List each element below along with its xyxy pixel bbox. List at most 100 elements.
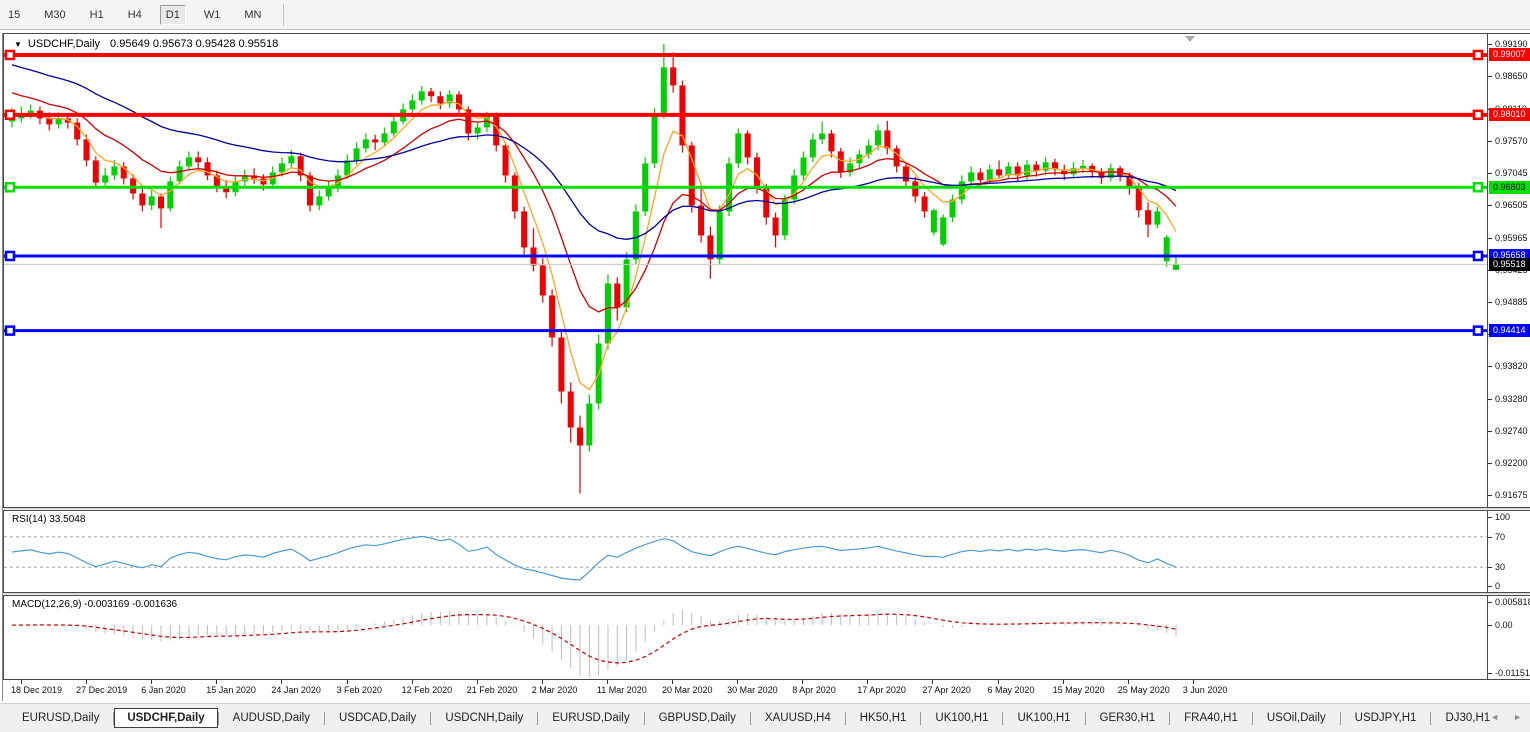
axis-tick bbox=[1488, 76, 1492, 78]
chart-window[interactable]: ▼ USDCHF,Daily 0.95649 0.95673 0.95428 0.9… bbox=[2, 33, 1530, 701]
tab-usdcnh-daily[interactable]: USDCNH,Daily bbox=[445, 712, 524, 724]
date-label: 3 Feb 2020 bbox=[336, 685, 383, 695]
ohlc-values: 0.95649 0.95673 0.95428 0.95518 bbox=[110, 38, 279, 50]
date-label: 24 Jan 2020 bbox=[271, 685, 321, 695]
date-tick bbox=[802, 680, 804, 684]
date-tick bbox=[672, 680, 673, 684]
hline-handle[interactable] bbox=[4, 182, 16, 193]
hline-handle[interactable] bbox=[1472, 325, 1484, 336]
tab-separator bbox=[113, 711, 115, 725]
symbol-dropdown-icon[interactable]: ▼ bbox=[14, 40, 22, 49]
tab-separator bbox=[323, 711, 325, 725]
hline-handle[interactable] bbox=[4, 49, 16, 61]
candlestick-chart[interactable] bbox=[4, 34, 1487, 507]
rsi-axis[interactable]: 100 70 30 0 bbox=[1487, 511, 1530, 592]
tab-ger30-h1[interactable]: GER30,H1 bbox=[1099, 712, 1156, 724]
date-label: 27 Dec 2019 bbox=[76, 685, 128, 695]
hline-handle[interactable] bbox=[4, 250, 16, 262]
date-label: 15 Jan 2020 bbox=[206, 685, 256, 695]
axis-tick bbox=[1488, 172, 1492, 174]
panel-splitter[interactable] bbox=[3, 508, 1530, 510]
date-tick bbox=[1127, 680, 1129, 684]
tf-button-D1[interactable]: D1 bbox=[159, 4, 186, 25]
axis-tick bbox=[1488, 237, 1492, 239]
axis-tick bbox=[1488, 302, 1492, 304]
tab-eurusd-daily[interactable]: EURUSD,Daily bbox=[552, 712, 630, 724]
date-label: 25 May 2020 bbox=[1117, 685, 1170, 695]
tab-xauusd-h4[interactable]: XAUUSD,H4 bbox=[764, 712, 831, 724]
date-label: 20 Mar 2020 bbox=[662, 685, 713, 695]
axis-tick bbox=[1488, 366, 1492, 368]
toolbar-separator bbox=[283, 3, 285, 26]
tab-usdchf-daily[interactable]: USDCHF,Daily bbox=[114, 708, 218, 728]
timeframe-buttons: 15 M30 H1 H4 D1 W1 MN bbox=[0, 4, 273, 25]
hline-price-chip: 0.98010 bbox=[1489, 108, 1530, 122]
tab-separator bbox=[1002, 711, 1004, 725]
date-label: 27 Apr 2020 bbox=[922, 685, 971, 695]
macd-panel[interactable]: MACD(12,26,9) -0.003169 -0.001636 0.0058… bbox=[3, 595, 1530, 680]
date-tick bbox=[867, 680, 869, 684]
tab-usdcad-daily[interactable]: USDCAD,Daily bbox=[338, 712, 417, 724]
date-tick bbox=[411, 680, 413, 684]
tab-eurusd-daily[interactable]: EURUSD,Daily bbox=[22, 712, 100, 724]
hline-handle[interactable] bbox=[1472, 182, 1484, 193]
macd-label: MACD(12,26,9) -0.003169 -0.001636 bbox=[12, 599, 178, 610]
tab-uk100-h1[interactable]: UK100,H1 bbox=[935, 712, 989, 724]
tab-separator bbox=[1251, 711, 1253, 725]
date-tick bbox=[151, 680, 153, 684]
tf-button-15[interactable]: 15 bbox=[8, 8, 21, 21]
tab-separator bbox=[430, 711, 432, 725]
tf-button-H1[interactable]: H1 bbox=[89, 8, 104, 21]
date-tick bbox=[541, 680, 543, 684]
tab-uk100-h1[interactable]: UK100,H1 bbox=[1017, 712, 1071, 724]
chart-shift-marker[interactable] bbox=[1185, 36, 1195, 42]
hline-handle[interactable] bbox=[4, 325, 16, 336]
tab-dj30-h1[interactable]: DJ30,H1 bbox=[1445, 712, 1491, 724]
tf-button-MN[interactable]: MN bbox=[244, 8, 262, 21]
date-label: 21 Feb 2020 bbox=[466, 685, 518, 695]
tab-scroll-left-icon[interactable]: ◄ bbox=[1490, 712, 1500, 722]
axis-tick bbox=[1488, 141, 1492, 143]
hline-handle[interactable] bbox=[1472, 109, 1484, 121]
date-axis[interactable]: 18 Dec 2019 27 Dec 2019 6 Jan 2020 15 Jan 2… bbox=[3, 680, 1530, 701]
hline-handle[interactable] bbox=[1472, 49, 1484, 61]
price-chart-panel[interactable]: ▼ USDCHF,Daily 0.95649 0.95673 0.95428 0.9… bbox=[3, 33, 1530, 508]
axis-tick bbox=[1488, 431, 1492, 433]
date-tick bbox=[737, 680, 739, 684]
price-axis[interactable]: 0.991900.986500.981100.975700.970450.965… bbox=[1487, 34, 1530, 507]
tab-scroll-right-icon[interactable]: ► bbox=[1513, 712, 1522, 722]
tab-usoil-daily[interactable]: USOil,Daily bbox=[1266, 712, 1326, 724]
rsi-chart[interactable] bbox=[4, 511, 1487, 592]
date-label: 30 Mar 2020 bbox=[727, 685, 778, 695]
tab-separator bbox=[643, 711, 645, 725]
tf-button-W1[interactable]: W1 bbox=[203, 8, 221, 21]
tab-fra40-h1[interactable]: FRA40,H1 bbox=[1184, 712, 1238, 724]
date-label: 6 Jan 2020 bbox=[141, 685, 186, 695]
rsi-panel[interactable]: RSI(14) 33.5048 100 70 30 0 bbox=[3, 510, 1530, 593]
axis-tick bbox=[1488, 398, 1492, 400]
symbol-label: USDCHF,Daily bbox=[27, 38, 101, 50]
macd-chart[interactable] bbox=[4, 596, 1487, 679]
tab-separator bbox=[920, 711, 922, 725]
hline-handle[interactable] bbox=[4, 109, 16, 121]
hline-handle[interactable] bbox=[1472, 250, 1484, 262]
date-label: 2 Mar 2020 bbox=[531, 685, 578, 695]
tab-gbpusd-daily[interactable]: GBPUSD,Daily bbox=[658, 712, 736, 724]
chart-tab-bar: EURUSD,Daily USDCHF,Daily AUDUSD,Daily USDC… bbox=[0, 703, 1530, 732]
date-tick bbox=[476, 680, 478, 684]
date-label: 17 Apr 2020 bbox=[857, 685, 906, 695]
tf-button-M30[interactable]: M30 bbox=[44, 8, 66, 21]
date-label: 3 Jun 2020 bbox=[1182, 685, 1228, 695]
tf-button-H4[interactable]: H4 bbox=[127, 8, 142, 21]
tab-separator bbox=[537, 711, 539, 725]
tab-usdjpy-h1[interactable]: USDJPY,H1 bbox=[1354, 712, 1417, 724]
date-label: 6 May 2020 bbox=[987, 685, 1035, 695]
panel-splitter[interactable] bbox=[3, 593, 1530, 595]
tab-hk50-h1[interactable]: HK50,H1 bbox=[859, 712, 907, 724]
date-tick bbox=[1192, 680, 1194, 684]
date-tick bbox=[1062, 680, 1064, 684]
current-price-chip: 0.95518 bbox=[1489, 257, 1530, 271]
tab-separator bbox=[217, 711, 219, 725]
tab-audusd-daily[interactable]: AUDUSD,Daily bbox=[232, 712, 310, 724]
